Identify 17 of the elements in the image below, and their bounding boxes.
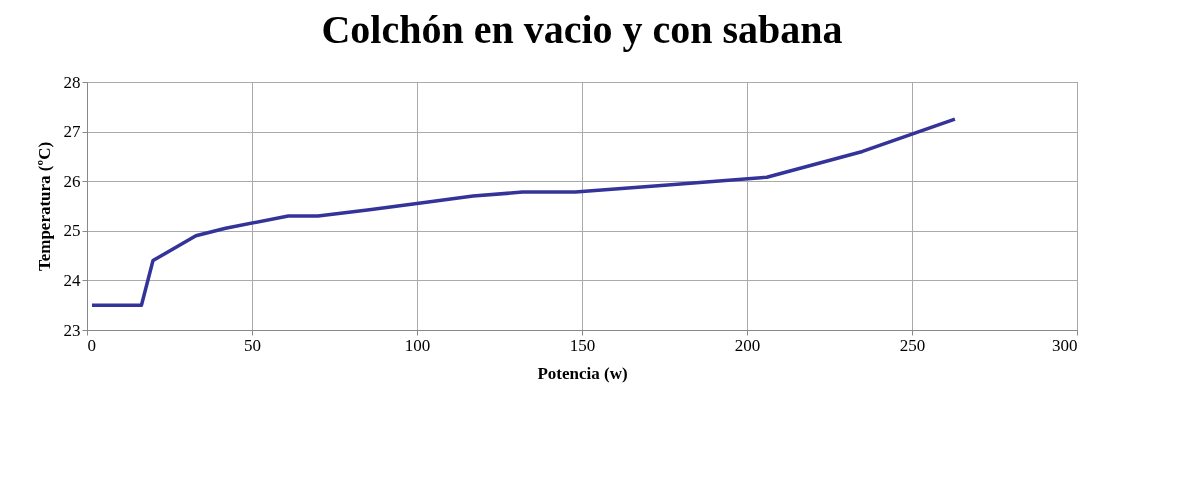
y-tick-label: 27	[63, 122, 81, 142]
x-tick-label: 50	[244, 335, 261, 355]
x-axis-title: Potencia (w)	[537, 363, 628, 383]
x-tick-label: 150	[569, 335, 596, 355]
x-tick-label: 100	[404, 335, 431, 355]
y-tick-label: 23	[63, 320, 81, 340]
y-tick-label: 26	[63, 171, 81, 191]
x-tick-label: 300	[1052, 335, 1078, 355]
y-tick-label: 28	[63, 72, 81, 92]
x-tick-label: 200	[734, 335, 761, 355]
y-tick-label: 25	[63, 221, 81, 241]
y-axis-title: Temperatura (ºC)	[34, 141, 54, 272]
y-tick-label: 24	[63, 270, 81, 290]
x-tick-label: 0	[87, 335, 96, 355]
x-tick-label: 250	[899, 335, 926, 355]
chart-title: Colchón en vacio y con sabana	[321, 7, 843, 52]
line-series	[90, 117, 957, 307]
